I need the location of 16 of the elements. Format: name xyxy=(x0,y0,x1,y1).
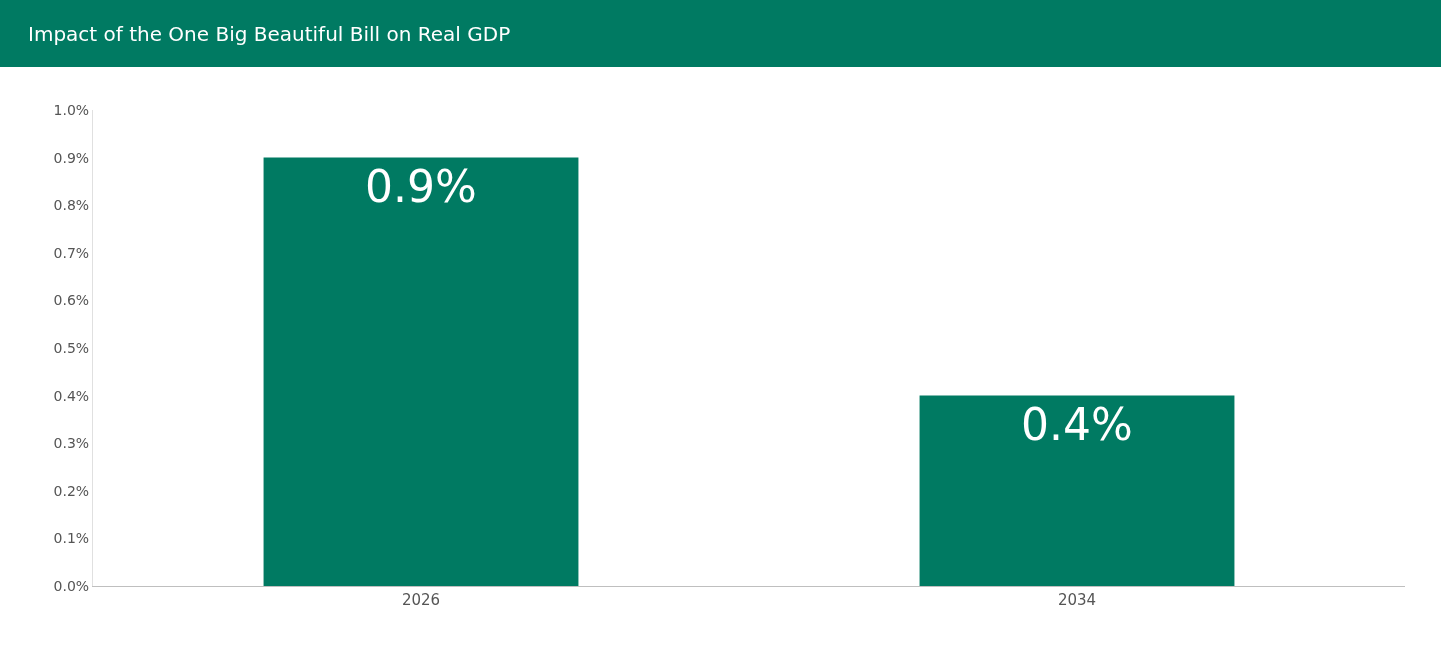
x-tick-label: 2034 xyxy=(1057,591,1097,609)
y-tick-label: 0.1% xyxy=(53,530,90,547)
y-tick-label: 0.4% xyxy=(53,387,90,404)
y-tick-label: 0.8% xyxy=(53,197,90,214)
y-tick-label: 0.9% xyxy=(53,149,90,166)
y-tick-label: 0.5% xyxy=(53,339,90,356)
y-tick-label: 0.3% xyxy=(53,435,90,452)
y-tick-label: 0.0% xyxy=(53,577,90,594)
x-tick-label: 2026 xyxy=(401,591,441,609)
chart-title: Impact of the One Big Beautiful Bill on Real GDP xyxy=(28,22,511,46)
y-tick-label: 1.0% xyxy=(53,101,90,118)
y-tick-label: 0.2% xyxy=(53,482,90,499)
data-label: 0.9% xyxy=(365,160,477,212)
y-tick-label: 0.7% xyxy=(53,244,90,261)
y-tick-label: 0.6% xyxy=(53,292,90,309)
data-label: 0.4% xyxy=(1021,398,1133,450)
